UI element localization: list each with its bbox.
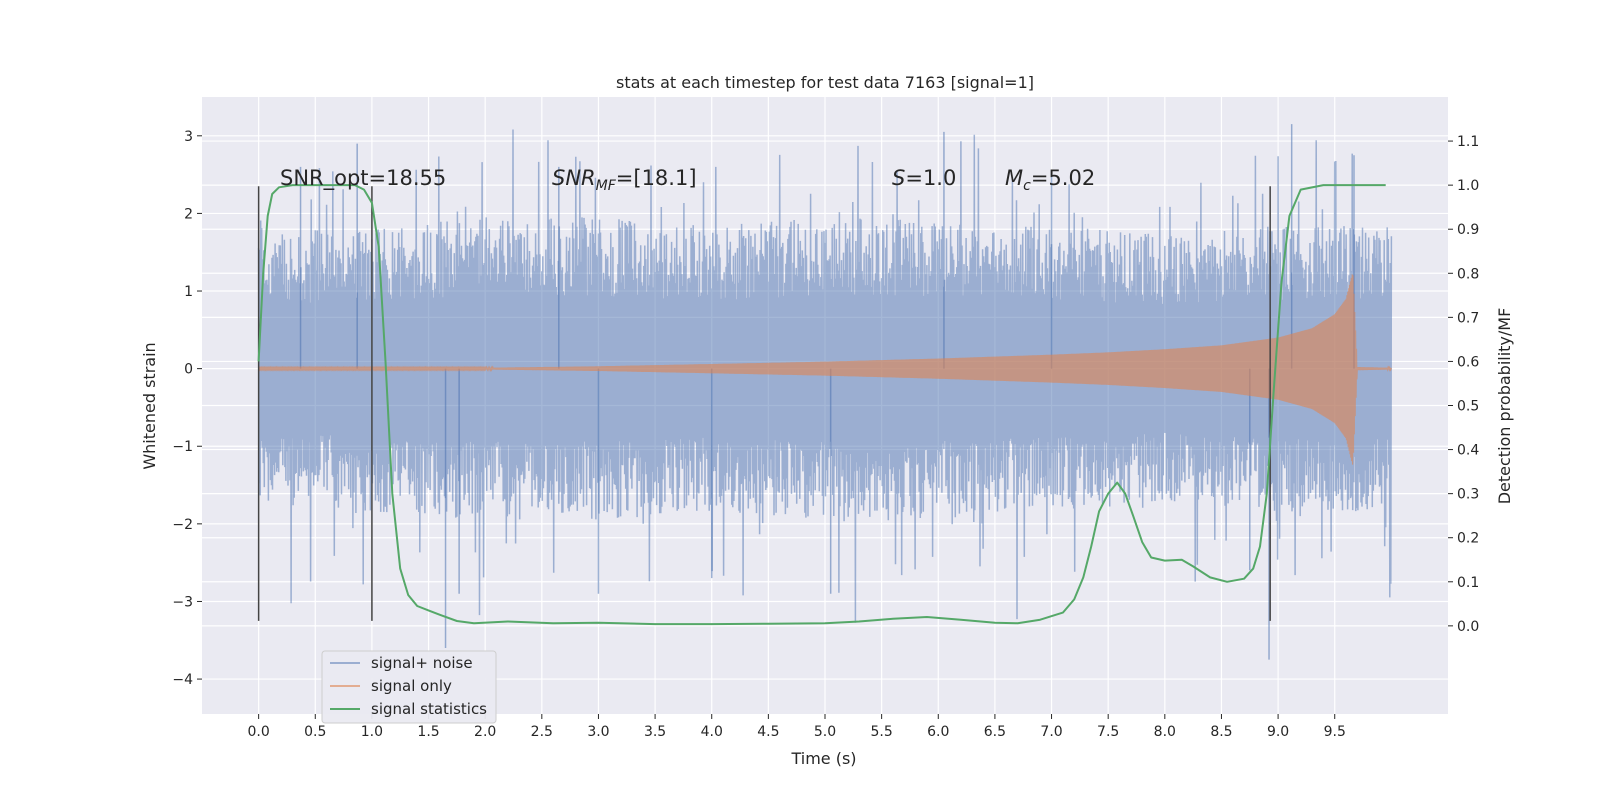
y-right-tick-label: 0.2 <box>1457 531 1479 547</box>
y-left-tick-label: 2 <box>184 206 193 222</box>
x-tick-label: 2.0 <box>474 724 496 740</box>
y-left-tick-label: 1 <box>184 284 193 300</box>
x-axis-label: Time (s) <box>790 749 856 768</box>
x-tick-label: 8.5 <box>1210 724 1232 740</box>
x-tick-label: 3.5 <box>644 724 666 740</box>
x-tick-label: 0.0 <box>248 724 270 740</box>
x-axis-ticks: 0.0 0.5 1.0 1.5 2.0 2.5 3.0 3.5 4.0 4.5 5.0 5.5 6.0 6… <box>248 714 1346 740</box>
legend: signal+ noise signal only signal statist… <box>321 650 497 724</box>
x-tick-label: 7.5 <box>1097 724 1119 740</box>
signal-only-line <box>258 274 1392 465</box>
x-tick-label: 8.0 <box>1154 724 1176 740</box>
legend-label-signal-noise: signal+ noise <box>371 654 473 672</box>
y-right-tick-label: 0.0 <box>1457 619 1479 635</box>
y-right-tick-label: 0.6 <box>1457 354 1479 370</box>
y-left-tick-label: 3 <box>184 129 193 145</box>
annotation-snr-mf-suffix: =[18.1] <box>616 166 697 190</box>
x-tick-label: 4.0 <box>701 724 723 740</box>
y-left-tick-label: 0 <box>184 362 193 378</box>
x-tick-label: 5.5 <box>871 724 893 740</box>
x-tick-label: 9.5 <box>1324 724 1346 740</box>
signal-statistics-line <box>257 184 1386 626</box>
y-right-tick-label: 1.1 <box>1457 134 1479 150</box>
annotation-s: S=1.0 <box>892 166 956 190</box>
annotation-s-value: =1.0 <box>905 166 956 190</box>
x-tick-label: 7.0 <box>1040 724 1062 740</box>
vertical-markers <box>257 186 1271 621</box>
y-axis-left-ticks: 3 2 1 0 −1 −2 −3 −4 <box>172 129 202 688</box>
y-right-tick-label: 0.5 <box>1457 399 1479 415</box>
y-left-tick-label: −4 <box>172 672 193 688</box>
y-right-tick-label: 1.0 <box>1457 178 1479 194</box>
x-tick-label: 1.5 <box>417 724 439 740</box>
legend-label-signal-statistics: signal statistics <box>371 700 487 718</box>
annotation-snr-mf: SNRMF=[18.1] <box>552 166 697 194</box>
legend-box <box>321 650 497 724</box>
x-tick-label: 5.0 <box>814 724 836 740</box>
legend-label-signal-only: signal only <box>371 677 452 695</box>
y-left-tick-label: −3 <box>172 594 193 610</box>
y-axis-left-label: Whitened strain <box>140 342 159 469</box>
y-left-tick-label: −1 <box>172 439 193 455</box>
y-right-tick-label: 0.1 <box>1457 575 1479 591</box>
annotation-mc: Mc=5.02 <box>1005 166 1095 194</box>
annotation-mc-sub: c <box>1023 178 1031 194</box>
y-axis-right-label: Detection probability/MF <box>1495 308 1514 505</box>
x-tick-label: 6.5 <box>984 724 1006 740</box>
annotations: SNR_opt=18.55 SNRMF=[18.1] S=1.0 Mc=5.02 <box>280 166 1095 194</box>
annotation-mc-label: M <box>1005 166 1023 190</box>
x-tick-label: 9.0 <box>1267 724 1289 740</box>
annotation-s-label: S <box>892 166 905 190</box>
x-tick-label: 2.5 <box>531 724 553 740</box>
signal-noise-line <box>257 129 1393 623</box>
x-tick-label: 4.5 <box>757 724 779 740</box>
annotation-snr-opt: SNR_opt=18.55 <box>280 166 446 191</box>
series-signal-statistics <box>257 184 1386 626</box>
chart-title: stats at each timestep for test data 716… <box>616 73 1034 92</box>
y-right-tick-label: 0.7 <box>1457 310 1479 326</box>
x-tick-label: 0.5 <box>304 724 326 740</box>
x-tick-label: 3.0 <box>587 724 609 740</box>
y-right-tick-label: 0.4 <box>1457 443 1479 459</box>
y-right-tick-label: 0.8 <box>1457 266 1479 282</box>
y-right-tick-label: 0.3 <box>1457 487 1479 503</box>
annotation-snr-mf-prefix: SNR <box>552 166 596 190</box>
x-tick-label: 1.0 <box>361 724 383 740</box>
series-signal-only <box>258 274 1392 465</box>
y-axis-right-ticks: 1.1 1.0 0.9 0.8 0.7 0.6 0.5 0.4 0.3 0.2 0.1 0.0 <box>1448 134 1479 635</box>
y-right-tick-label: 0.9 <box>1457 222 1479 238</box>
annotation-snr-mf-sub: MF <box>596 178 617 194</box>
y-left-tick-label: −2 <box>172 517 193 533</box>
x-tick-label: 6.0 <box>927 724 949 740</box>
annotation-mc-value: =5.02 <box>1031 166 1095 190</box>
